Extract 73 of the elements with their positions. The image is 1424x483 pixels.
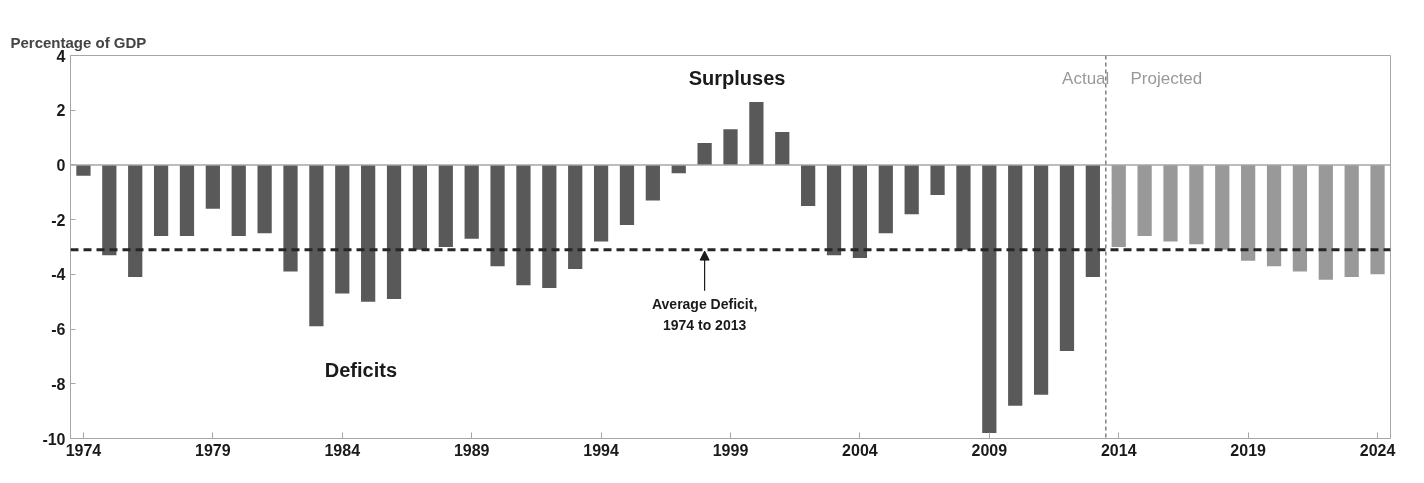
y-tick-label: -6 — [51, 321, 66, 339]
bar — [568, 164, 583, 269]
x-tick-label: 2004 — [842, 441, 878, 459]
bar — [490, 164, 505, 267]
annotation: Deficits — [324, 358, 398, 381]
bar — [231, 164, 246, 237]
bar — [1370, 164, 1385, 275]
bar — [102, 164, 117, 256]
bar — [438, 164, 453, 247]
bar — [1137, 164, 1152, 237]
bar — [878, 164, 893, 234]
x-tick-label: 1979 — [195, 441, 231, 459]
y-tick-label: -8 — [51, 375, 66, 393]
bar — [1266, 164, 1282, 267]
x-tick-label: 1999 — [712, 441, 749, 459]
x-tick-label: 2024 — [1359, 441, 1396, 459]
x-tick-label: 1974 — [65, 441, 102, 459]
bar — [723, 129, 738, 165]
annotation: Actual — [1062, 68, 1110, 88]
bar — [826, 164, 842, 256]
bar — [542, 164, 557, 289]
bar — [205, 164, 220, 209]
bar — [593, 164, 609, 242]
bar — [1292, 164, 1308, 272]
annotation: Average Deficit, 1974 to 2013 — [651, 296, 758, 334]
bar — [412, 164, 428, 250]
x-tick-label: 1994 — [583, 441, 619, 459]
bar — [361, 164, 376, 302]
bar — [1085, 164, 1100, 278]
y-tick-label: 2 — [56, 102, 66, 120]
x-tick-label: 2014 — [1100, 441, 1137, 459]
bar — [1215, 164, 1230, 250]
bar — [697, 143, 712, 165]
x-tick-label: 2009 — [971, 441, 1008, 459]
y-tick-label: -2 — [51, 211, 66, 229]
bar — [257, 164, 272, 234]
bar — [619, 164, 635, 226]
y-tick-label: -4 — [51, 266, 66, 284]
bar — [1189, 164, 1204, 245]
bar — [1241, 164, 1256, 261]
bar — [1163, 164, 1178, 242]
bar — [128, 164, 143, 278]
x-tick-label: 1984 — [324, 441, 361, 459]
bar — [76, 164, 91, 176]
bar — [1059, 164, 1075, 351]
bar — [1318, 164, 1333, 280]
annotation: Projected — [1130, 68, 1203, 88]
bar — [516, 164, 531, 286]
bar — [1344, 164, 1359, 278]
y-tick-label: 0 — [56, 156, 66, 174]
bar — [1033, 164, 1049, 395]
bar — [852, 164, 868, 258]
bar — [749, 102, 764, 165]
bar — [179, 164, 195, 237]
bar — [956, 164, 971, 250]
bar — [1008, 164, 1023, 406]
x-tick-label: 1989 — [453, 441, 490, 459]
bar — [283, 164, 298, 272]
x-tick-label: 2019 — [1230, 441, 1267, 459]
bar — [1111, 164, 1126, 247]
bar — [386, 164, 402, 299]
bar — [801, 164, 816, 206]
bar — [153, 164, 169, 237]
bar — [982, 164, 997, 434]
bar — [309, 164, 324, 327]
bar — [930, 164, 945, 196]
y-tick-label: -10 — [42, 430, 66, 448]
bar — [904, 164, 919, 215]
bar — [645, 164, 660, 201]
bar — [464, 164, 479, 239]
bar — [775, 132, 790, 165]
annotation: Surpluses — [688, 67, 786, 90]
bar — [335, 164, 350, 294]
